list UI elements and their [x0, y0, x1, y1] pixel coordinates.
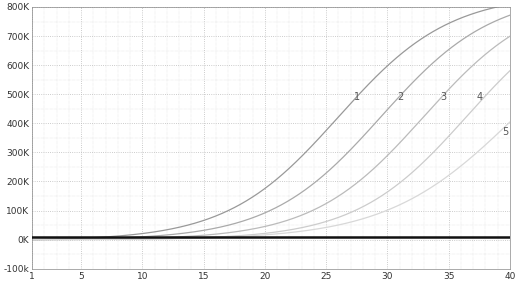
Text: 5: 5	[502, 127, 509, 137]
Text: 1: 1	[354, 92, 360, 102]
Text: 3: 3	[440, 92, 446, 102]
Text: 4: 4	[477, 92, 483, 102]
Text: 2: 2	[397, 92, 403, 102]
